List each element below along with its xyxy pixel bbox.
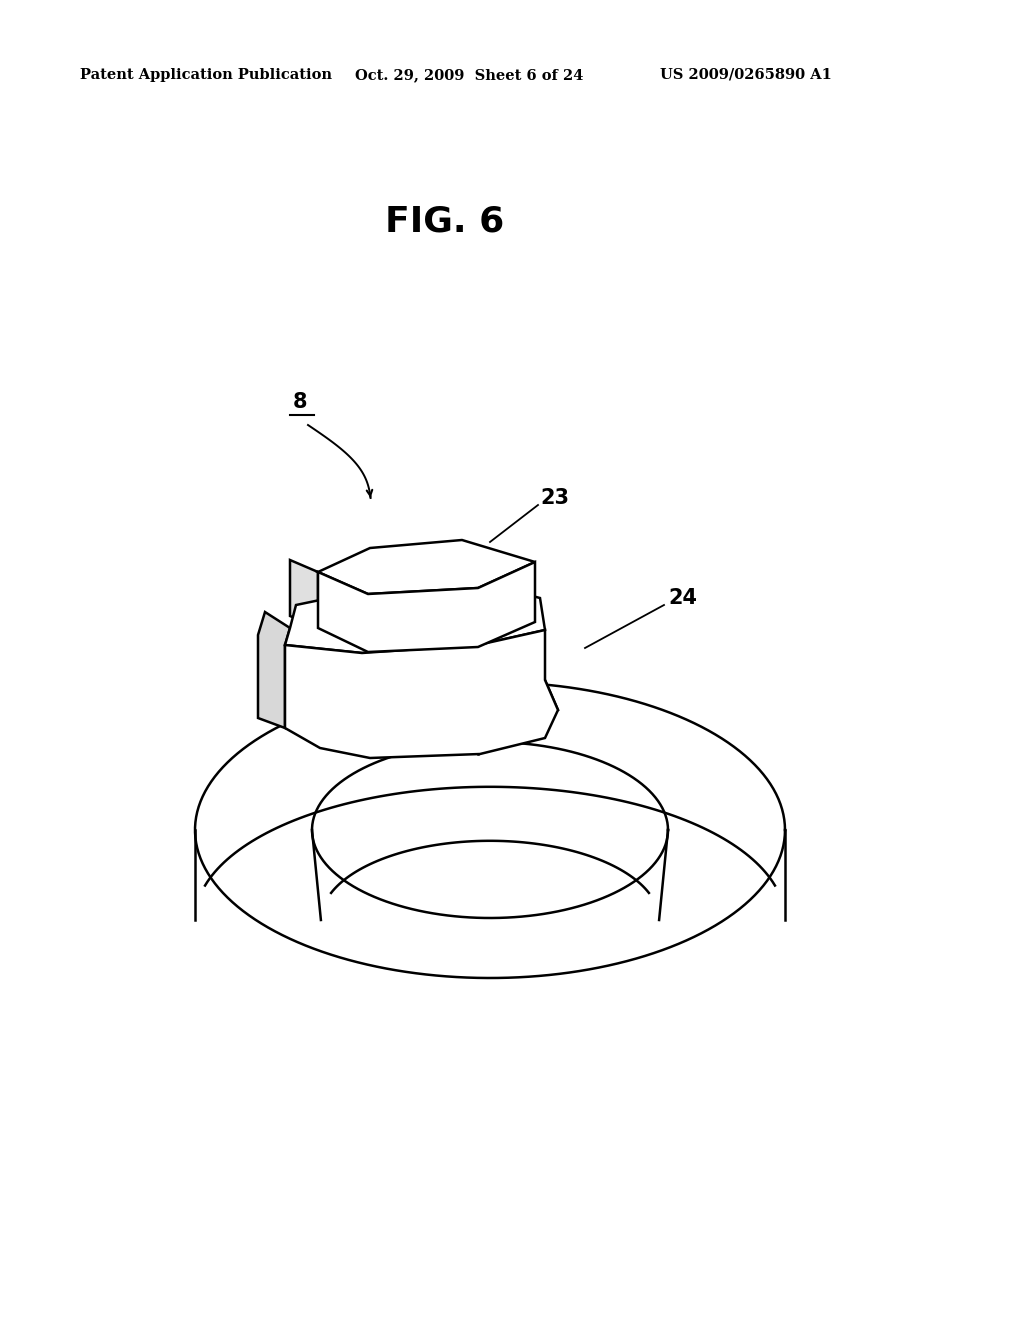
Polygon shape: [318, 540, 535, 594]
Text: Patent Application Publication: Patent Application Publication: [80, 69, 332, 82]
Text: 8: 8: [293, 392, 307, 412]
Text: US 2009/0265890 A1: US 2009/0265890 A1: [660, 69, 831, 82]
Polygon shape: [258, 612, 290, 729]
Polygon shape: [290, 560, 318, 628]
Text: Oct. 29, 2009  Sheet 6 of 24: Oct. 29, 2009 Sheet 6 of 24: [355, 69, 584, 82]
Polygon shape: [285, 630, 558, 758]
Text: FIG. 6: FIG. 6: [385, 205, 504, 239]
Polygon shape: [318, 562, 535, 652]
Polygon shape: [285, 582, 545, 653]
Text: 23: 23: [540, 488, 569, 508]
Text: 24: 24: [668, 587, 697, 609]
